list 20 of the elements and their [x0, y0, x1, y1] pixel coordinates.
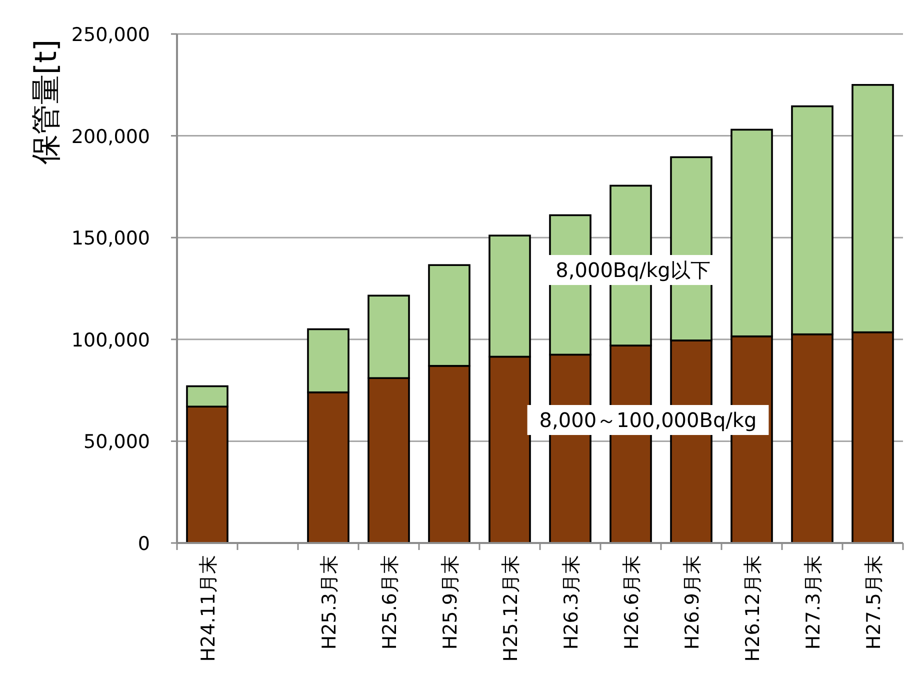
x-tick-label: H25.12月末 — [500, 555, 522, 662]
x-tick-label: H25.9月末 — [439, 555, 462, 650]
series-label: 8,000～100,000Bq/kg — [539, 408, 757, 432]
x-tick-label: H24.11月末 — [197, 555, 220, 662]
y-tick-label: 0 — [138, 533, 150, 555]
x-tick-label: H27.3月末 — [802, 555, 824, 650]
x-tick-label: H26.6月末 — [620, 555, 643, 650]
y-tick-label: 100,000 — [71, 329, 150, 352]
x-tick-label: H25.3月末 — [318, 555, 340, 650]
x-tick-label: H26.3月末 — [560, 555, 582, 650]
x-tick-label: H26.9月末 — [681, 555, 704, 650]
y-tick-label: 50,000 — [84, 431, 150, 454]
x-tick-label: H25.6月末 — [378, 555, 401, 650]
x-tick-label: H27.5月末 — [862, 555, 885, 650]
series-label: 8,000Bq/kg以下 — [556, 258, 710, 282]
y-tick-label: 150,000 — [71, 228, 150, 250]
y-tick-label: 250,000 — [71, 24, 150, 46]
y-tick-label: 200,000 — [71, 126, 150, 148]
x-tick-label: H26.12月末 — [742, 555, 764, 662]
y-axis-title: 保管量[t] — [29, 39, 64, 165]
